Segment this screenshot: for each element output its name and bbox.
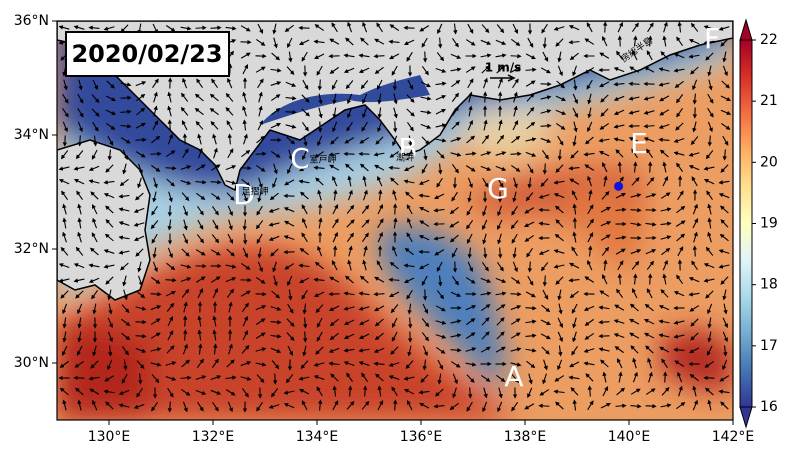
x-tick-label: 132°E xyxy=(192,429,235,445)
current-arrow xyxy=(230,136,231,145)
current-arrow xyxy=(526,70,535,71)
current-arrow xyxy=(376,56,385,57)
current-arrow xyxy=(320,206,321,215)
y-tick-label: 36°N xyxy=(14,13,49,29)
current-arrow xyxy=(545,164,546,173)
current-arrow xyxy=(541,126,550,127)
current-arrow xyxy=(181,378,190,379)
current-arrow xyxy=(166,168,175,169)
current-arrow xyxy=(511,294,520,295)
region-label: F xyxy=(704,22,720,55)
colorbar-tick-label: 19 xyxy=(760,216,778,232)
current-arrow xyxy=(320,80,321,89)
current-arrow xyxy=(545,276,546,285)
y-tick-label: 32°N xyxy=(14,241,49,257)
x-tick-label: 130°E xyxy=(88,429,131,445)
current-arrow xyxy=(665,374,666,383)
current-arrow xyxy=(305,332,306,341)
current-arrow xyxy=(440,38,441,47)
current-arrow xyxy=(710,136,711,145)
current-arrow xyxy=(695,94,696,103)
current-arrow xyxy=(545,38,546,47)
current-arrow xyxy=(676,350,685,351)
current-arrow xyxy=(560,150,561,159)
region-label: G xyxy=(487,172,509,205)
current-arrow xyxy=(695,248,696,257)
current-arrow xyxy=(601,322,610,323)
current-arrow xyxy=(286,112,295,113)
colorbar-tick-label: 16 xyxy=(760,399,778,415)
colorbar-extend xyxy=(740,407,752,427)
current-arrow xyxy=(511,154,520,155)
current-arrow xyxy=(151,154,160,155)
current-arrow xyxy=(170,402,171,411)
current-arrow xyxy=(541,406,550,407)
place-name: 潮岬 xyxy=(396,152,414,164)
current-arrow xyxy=(451,350,460,351)
current-arrow xyxy=(245,234,246,243)
current-arrow xyxy=(166,280,175,281)
current-arrow xyxy=(410,318,411,327)
colorbar-tick-label: 18 xyxy=(760,277,778,293)
current-arrow xyxy=(376,294,385,295)
x-tick-label: 136°E xyxy=(400,429,443,445)
current-arrow xyxy=(620,164,621,173)
x-tick-label: 142°E xyxy=(712,429,755,445)
current-arrow xyxy=(395,402,396,411)
current-arrow xyxy=(151,294,160,295)
colorbar-tick-label: 20 xyxy=(760,154,778,170)
current-arrow xyxy=(725,150,726,159)
current-arrow xyxy=(526,308,535,309)
place-name: 室戸岬 xyxy=(309,154,336,166)
colorbar-extend xyxy=(740,20,752,40)
colorbar-tick-label: 22 xyxy=(760,32,778,48)
current-arrow xyxy=(500,248,501,257)
x-tick-label: 134°E xyxy=(296,429,339,445)
current-arrow xyxy=(136,336,145,337)
y-tick-label: 30°N xyxy=(14,355,49,371)
current-arrow xyxy=(211,28,220,29)
site-marker xyxy=(614,182,623,191)
current-arrow xyxy=(616,406,625,407)
date-title: 2020/02/23 xyxy=(71,40,222,68)
current-arrow xyxy=(650,276,651,285)
current-arrow xyxy=(170,122,171,131)
current-arrow xyxy=(500,94,501,103)
current-arrow xyxy=(620,276,621,285)
scale-label: 1 m/s xyxy=(485,61,522,75)
current-arrow xyxy=(256,154,265,155)
y-tick-label: 34°N xyxy=(14,127,49,143)
x-tick-label: 138°E xyxy=(504,429,547,445)
current-arrow xyxy=(185,332,186,341)
colorbar: 16 17 18 19 20 21 22 xyxy=(740,20,778,427)
place-name: 足摺岬 xyxy=(241,186,268,198)
sea-field xyxy=(57,21,733,420)
current-arrow xyxy=(365,388,366,397)
current-arrow xyxy=(631,210,640,211)
current-arrow xyxy=(395,122,396,131)
region-label: E xyxy=(630,127,648,160)
colorbar-tick-label: 17 xyxy=(760,338,778,354)
current-arrow xyxy=(571,42,580,43)
current-arrow xyxy=(80,136,81,145)
colorbar-tick-label: 21 xyxy=(760,93,778,109)
region-label: A xyxy=(504,360,523,393)
current-arrow xyxy=(211,182,220,183)
current-arrow xyxy=(590,388,591,397)
region-label: C xyxy=(290,142,310,175)
current-arrow xyxy=(391,168,400,169)
current-arrow xyxy=(631,84,640,85)
current-arrow xyxy=(530,262,531,271)
current-arrow xyxy=(350,388,351,397)
x-tick-label: 140°E xyxy=(608,429,651,445)
current-arrow xyxy=(391,280,400,281)
current-arrow xyxy=(470,388,471,397)
colorbar-body xyxy=(740,40,752,407)
current-arrow xyxy=(650,164,651,173)
